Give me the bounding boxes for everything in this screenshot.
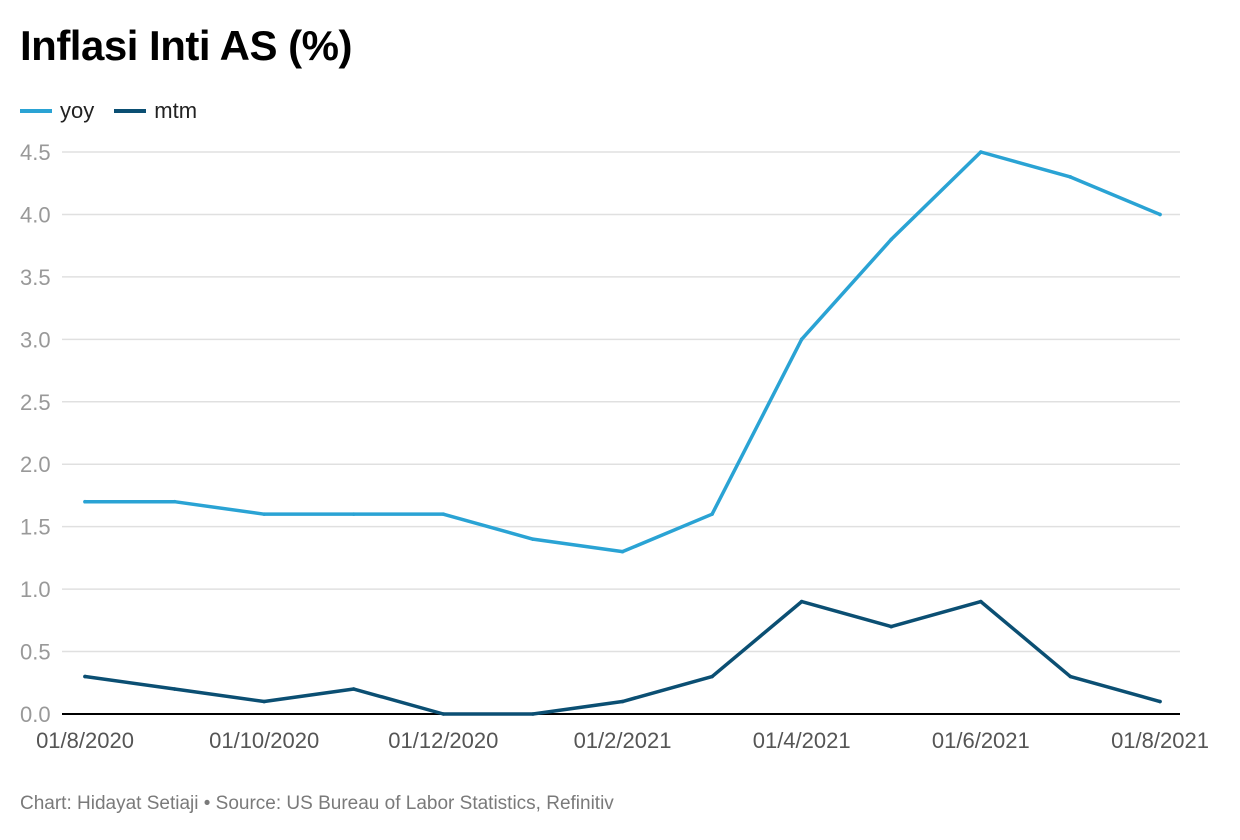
x-tick-label: 01/12/2020 — [388, 728, 498, 753]
data-point-yoy — [262, 512, 266, 516]
legend-item-mtm: mtm — [114, 98, 197, 124]
data-point-mtm — [83, 674, 87, 679]
data-point-mtm — [441, 712, 446, 716]
legend-item-yoy: yoy — [20, 98, 94, 124]
data-point-yoy — [83, 499, 87, 504]
y-tick-label: 0.5 — [20, 640, 51, 665]
y-tick-label: 0.0 — [20, 702, 51, 727]
data-point-mtm — [262, 699, 266, 704]
x-tick-label: 01/8/2021 — [1111, 728, 1209, 753]
y-tick-label: 3.5 — [20, 265, 51, 290]
y-tick-label: 1.0 — [20, 577, 51, 602]
data-point-mtm — [620, 699, 625, 704]
data-point-mtm — [889, 624, 894, 629]
y-tick-label: 2.5 — [20, 390, 51, 415]
data-point-mtm — [710, 674, 714, 679]
data-point-yoy — [799, 337, 804, 342]
data-point-yoy — [172, 499, 177, 504]
y-tick-label: 3.0 — [20, 327, 51, 352]
x-tick-label: 01/2/2021 — [574, 728, 672, 753]
data-point-yoy — [710, 512, 714, 516]
data-point-yoy — [979, 150, 983, 154]
data-point-mtm — [1068, 674, 1073, 679]
data-point-mtm — [531, 712, 535, 716]
data-point-yoy — [351, 512, 356, 516]
data-point-mtm — [351, 687, 356, 691]
legend-label-mtm: mtm — [154, 98, 198, 123]
data-point-mtm — [1158, 699, 1162, 704]
data-point-yoy — [1068, 175, 1073, 179]
y-tick-label: 2.0 — [20, 452, 51, 477]
series-line-yoy — [83, 150, 1162, 554]
legend-swatch-yoy — [20, 109, 52, 113]
y-tick-label: 1.5 — [20, 515, 51, 540]
series-line-mtm — [83, 599, 1162, 716]
y-tick-label: 4.5 — [20, 140, 51, 165]
y-tick-label: 4.0 — [20, 202, 51, 227]
data-point-yoy — [441, 512, 446, 516]
data-point-mtm — [799, 599, 804, 604]
chart-title: Inflasi Inti AS (%) — [20, 22, 352, 69]
data-point-yoy — [1158, 212, 1162, 217]
legend-swatch-mtm — [114, 109, 147, 113]
data-point-mtm — [172, 687, 177, 691]
legend-label-yoy: yoy — [60, 98, 95, 123]
x-tick-label: 01/6/2021 — [932, 728, 1030, 753]
data-point-mtm — [979, 599, 983, 604]
legend: yoy mtm — [20, 98, 217, 124]
x-tick-label: 01/8/2020 — [36, 728, 134, 753]
data-point-yoy — [531, 537, 535, 541]
x-tick-label: 01/10/2020 — [209, 728, 319, 753]
data-point-yoy — [889, 237, 894, 242]
data-point-yoy — [620, 549, 625, 554]
x-tick-label: 01/4/2021 — [753, 728, 851, 753]
chart-footer: Chart: Hidayat Setiaji • Source: US Bure… — [20, 793, 614, 814]
